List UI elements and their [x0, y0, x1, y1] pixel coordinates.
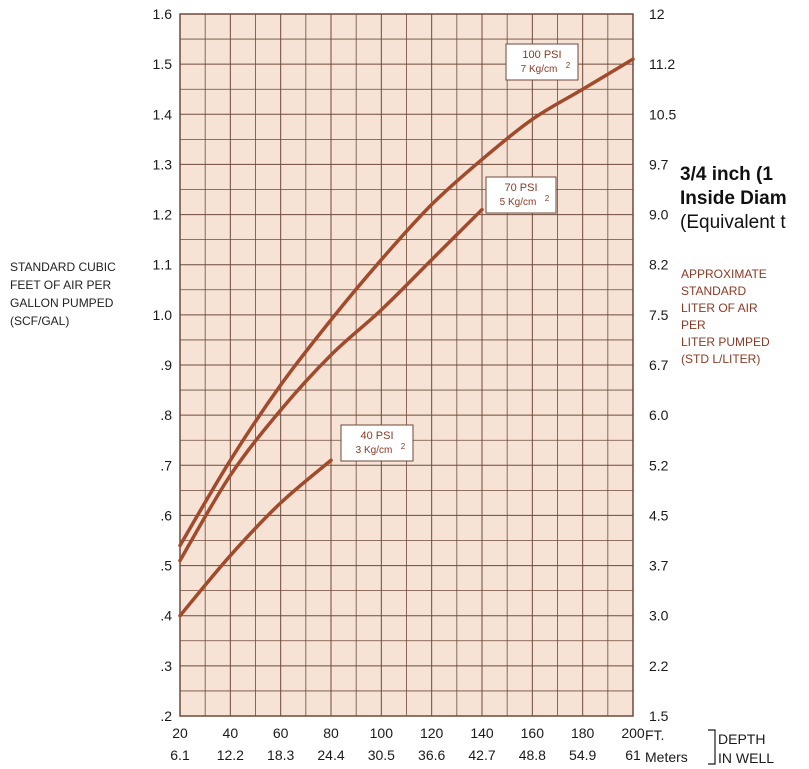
x-tick-label-ft: 120: [420, 725, 444, 741]
series-line-70-psi: [178, 207, 484, 563]
x-tick-label-m: 24.4: [317, 747, 344, 763]
x-tick-label-ft: 60: [273, 725, 289, 741]
y-tick-label-right: 9.7: [649, 156, 669, 172]
series-line-100-psi: [178, 57, 635, 548]
depth-label: DEPTH: [718, 731, 765, 747]
y-tick-label-left: 1.5: [153, 56, 173, 72]
depth-bracket: [708, 729, 716, 765]
y-tick-label-left: 1.3: [153, 156, 173, 172]
x-tick-label-ft: 180: [571, 725, 595, 741]
y-tick-label-right: 9.0: [649, 207, 669, 223]
x-tick-label-m: 61: [625, 747, 641, 763]
left-axis-label-line: GALLON PUMPED: [10, 296, 114, 310]
y-tick-label-left: .6: [160, 507, 172, 523]
axis-ticks: .2 .3 .4 .5 .6 .7 .8 .9 1.0 1.1 1.2 1.3 1.4 1.5 1.6 1.5…: [153, 6, 775, 766]
left-axis-label-line: FEET OF AIR PER: [10, 278, 112, 292]
y-tick-label-right: 6.7: [649, 357, 669, 373]
x-unit-ft: FT.: [645, 727, 664, 743]
x-tick-label-ft: 100: [370, 725, 394, 741]
series-label-name: 40 PSI: [360, 430, 393, 442]
x-tick-label-m: 36.6: [418, 747, 445, 763]
right-axis-label-line: PER: [681, 318, 706, 332]
series-labels: 100 PSI 7 Kg/cm 2 70 PSI 5 Kg/cm 2 40 PSI 3 Kg/…: [340, 43, 579, 462]
y-tick-label-left: .2: [160, 708, 172, 724]
series-label-superscript: 2: [545, 194, 550, 203]
y-tick-label-left: .5: [160, 558, 172, 574]
x-tick-label-m: 6.1: [170, 747, 190, 763]
x-tick-label-m: 18.3: [267, 747, 294, 763]
x-tick-label-ft: 140: [470, 725, 494, 741]
chart-subtitle: (Equivalent t: [680, 212, 786, 233]
right-axis-label-line: (STD L/LITER): [681, 352, 761, 366]
series-label-box: [485, 176, 557, 214]
y-tick-label-right: 8.2: [649, 257, 669, 273]
series-label-superscript: 2: [401, 442, 406, 451]
series-label-metric: 5 Kg/cm: [500, 197, 537, 208]
y-tick-label-left: 1.4: [153, 106, 173, 122]
x-tick-label-ft: 40: [223, 725, 239, 741]
series-label-box: [505, 43, 579, 81]
right-axis-label-line: STANDARD: [681, 284, 747, 298]
x-tick-label-m: 48.8: [519, 747, 546, 763]
y-tick-label-right: 4.5: [649, 507, 669, 523]
right-axis-label-line: APPROXIMATE: [681, 267, 767, 281]
series-label-metric: 7 Kg/cm: [521, 64, 558, 75]
y-tick-label-left: 1.0: [153, 307, 173, 323]
series-label-metric: 3 Kg/cm: [356, 445, 393, 456]
right-axis-label-line: LITER OF AIR: [681, 301, 758, 315]
y-tick-label-right: 2.2: [649, 658, 669, 674]
x-tick-label-ft: 80: [323, 725, 339, 741]
left-axis-label-line: STANDARD CUBIC: [10, 260, 116, 274]
x-tick-label-m: 12.2: [217, 747, 244, 763]
y-tick-label-right: 7.5: [649, 307, 669, 323]
right-axis-label: APPROXIMATE STANDARD LITER OF AIR PER LI…: [681, 266, 801, 368]
y-tick-label-left: 1.1: [153, 257, 173, 273]
depth-label: IN WELL: [718, 750, 774, 766]
x-tick-label-m: 54.9: [569, 747, 596, 763]
grid: [179, 13, 634, 717]
y-tick-label-left: 1.6: [153, 6, 173, 22]
x-unit-meters: Meters: [645, 749, 688, 765]
y-tick-label-left: .3: [160, 658, 172, 674]
chart-title-line-1: 3/4 inch (1: [680, 164, 773, 185]
y-tick-label-left: 1.2: [153, 207, 173, 223]
right-axis-label-line: LITER PUMPED: [681, 335, 770, 349]
y-tick-label-left: .8: [160, 407, 172, 423]
left-axis-label-line: (SCF/GAL): [10, 314, 70, 328]
series-lines: [178, 57, 635, 618]
x-tick-label-ft: 160: [521, 725, 545, 741]
y-tick-label-right: 5.2: [649, 457, 669, 473]
series-label-name: 100 PSI: [522, 49, 561, 61]
left-axis-label: STANDARD CUBIC FEET OF AIR PER GALLON PU…: [10, 258, 155, 330]
y-tick-label-right: 11.2: [649, 56, 675, 72]
y-tick-label-right: 3.0: [649, 608, 669, 624]
y-tick-label-right: 1.5: [649, 708, 669, 724]
x-tick-label-ft: 20: [172, 725, 188, 741]
y-tick-label-left: .4: [160, 608, 172, 624]
x-tick-label-m: 42.7: [468, 747, 495, 763]
y-tick-label-left: .9: [160, 357, 172, 373]
y-tick-label-right: 6.0: [649, 407, 669, 423]
series-line-40-psi: [178, 458, 333, 618]
series-label-name: 70 PSI: [504, 182, 537, 194]
y-tick-label-right: 10.5: [649, 106, 676, 122]
chart-title-line-2: Inside Diam: [680, 188, 787, 209]
series-label-box: [340, 424, 414, 462]
y-tick-label-right: 12: [649, 6, 665, 22]
x-tick-label-m: 30.5: [368, 747, 395, 763]
y-tick-label-right: 3.7: [649, 558, 669, 574]
series-label-superscript: 2: [566, 61, 571, 70]
x-tick-label-ft: 200: [621, 725, 645, 741]
y-tick-label-left: .7: [160, 457, 172, 473]
